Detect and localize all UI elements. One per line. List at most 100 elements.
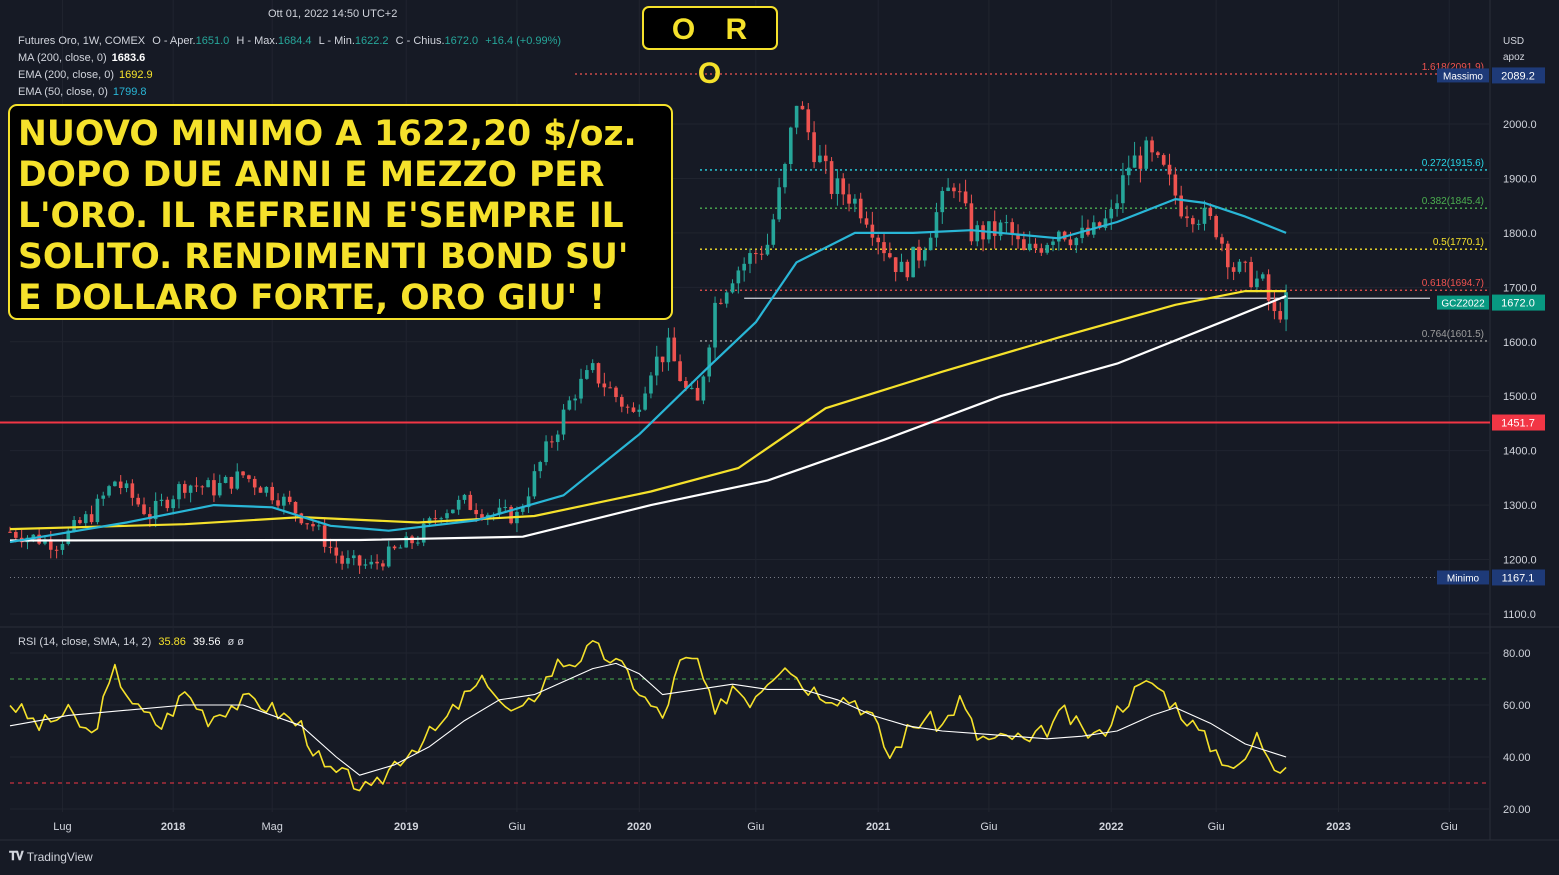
candle-body [928, 237, 933, 251]
high-value: 1684.4 [277, 35, 312, 47]
price-tick-label: 1100.0 [1503, 609, 1536, 621]
candle-body [293, 501, 298, 514]
candle-body [200, 486, 205, 488]
candle-body [264, 486, 269, 493]
annotation-line-2: DOPO DUE ANNI E MEZZO PER [18, 155, 605, 195]
candle-body [1278, 311, 1283, 320]
ema200-legend[interactable]: EMA (200, close, 0) 1692.9 [18, 69, 153, 81]
price-tick-label: 1200.0 [1503, 555, 1537, 567]
time-tick-label: Mag [262, 821, 283, 833]
candle-body [992, 221, 997, 236]
candle-body [1225, 243, 1230, 268]
candle-body [1150, 140, 1154, 153]
ema50-legend[interactable]: EMA (50, close, 0) 1799.8 [18, 86, 147, 98]
candle-body [870, 224, 875, 238]
candle-body [509, 506, 513, 524]
candle-body [1237, 261, 1242, 272]
candle-body [1103, 218, 1108, 228]
candle-body [1109, 208, 1114, 219]
low-value: 1622.2 [354, 35, 389, 47]
time-axis[interactable]: Lug 2018 Mag 2019 Giu 2020 Giu 2021 Giu 2022 Giu 20… [53, 821, 1458, 833]
candle-body [398, 547, 403, 549]
candle-body [998, 222, 1003, 236]
candle-body [1196, 223, 1201, 225]
ma200-legend[interactable]: MA (200, close, 0) 1683.6 [18, 52, 145, 64]
fib-level-label: 1.618(2091.9) [1422, 62, 1484, 73]
ma200-label: MA (200, close, 0) [18, 52, 107, 64]
time-tick-label: Giu [508, 821, 525, 833]
candle-body [596, 363, 601, 384]
candle-body [340, 555, 344, 564]
candle-body [72, 520, 76, 531]
candle-body [1115, 203, 1119, 209]
candle-body [480, 514, 484, 519]
price-tick-label: 1800.0 [1503, 228, 1537, 240]
candle-body [602, 383, 607, 388]
price-axis[interactable]: 2000.0 1900.0 1800.0 1700.0 1600.0 1500.0 1400… [1437, 67, 1545, 816]
candle-body [1185, 216, 1189, 219]
candle-body [124, 483, 129, 489]
rsi-tick-label: 40.00 [1503, 752, 1531, 764]
candle-body [911, 246, 915, 278]
ema50-line [9, 198, 1287, 544]
candle-body [1231, 267, 1236, 272]
candle-body [1191, 218, 1195, 225]
candle-body [177, 484, 181, 500]
candle-body [672, 337, 677, 362]
candle-body [783, 163, 787, 188]
fib-level-label: 0.272(1915.6) [1422, 158, 1484, 169]
candle-body [754, 253, 758, 255]
price-tick-label: 1700.0 [1503, 282, 1537, 294]
candle-body [375, 561, 379, 564]
candle-body [742, 263, 746, 271]
candle-body [771, 219, 776, 245]
rsi-value: 35.86 [158, 636, 186, 648]
candle-body [666, 337, 671, 363]
candle-body [95, 498, 100, 523]
candle-body [235, 471, 240, 489]
candle-body [194, 485, 199, 487]
candle-body [689, 387, 694, 389]
rsi-legend[interactable]: RSI (14, close, SMA, 14, 2) 35.86 39.56 … [18, 636, 244, 648]
candle-body [695, 387, 700, 401]
candle-body [392, 546, 397, 549]
annotation-line-3: L'ORO. IL REFREIN E'SEMPRE IL [18, 196, 624, 236]
candle-body [153, 500, 158, 520]
candle-body [14, 531, 18, 538]
candle-body [532, 471, 537, 497]
candle-body [1249, 262, 1253, 288]
candle-body [1243, 261, 1248, 263]
candle-body [386, 546, 391, 567]
fib-level-label: 0.5(1770.1) [1433, 237, 1484, 248]
candle-body [922, 250, 927, 261]
candle-body [1255, 278, 1259, 288]
candle-body [101, 495, 106, 499]
candle-body [649, 375, 653, 394]
symbol-legend[interactable]: Futures Oro, 1W, COMEX O - Aper.1651.0 H… [18, 35, 561, 47]
candle-body [526, 496, 531, 508]
currency: USD [1503, 36, 1525, 47]
candle-body [241, 471, 245, 476]
candle-body [1156, 152, 1160, 156]
candle-body [1202, 207, 1207, 224]
ema50-value: 1799.8 [112, 86, 147, 98]
time-tick-label: 2018 [161, 821, 185, 833]
candle-body [736, 270, 741, 284]
candle-body [462, 494, 467, 500]
symbol-name: Futures Oro, 1W, COMEX [18, 35, 146, 47]
candle-body [1138, 155, 1143, 169]
rsi-sma-value: 39.56 [192, 636, 221, 648]
rsi-tick-label: 20.00 [1503, 804, 1531, 816]
annotation-box[interactable]: NUOVO MINIMO A 1622,20 $/oz. DOPO DUE AN… [8, 104, 673, 320]
candle-body [888, 253, 892, 258]
candle-body [1057, 231, 1061, 242]
high-prefix: H - Max. [236, 35, 278, 47]
candle-body [643, 393, 647, 410]
price-tick-label: 1500.0 [1503, 391, 1537, 403]
candle-body [777, 187, 781, 220]
candle-body [858, 198, 863, 219]
tradingview-footer[interactable]: 𝐓𝐕 TradingView [9, 849, 93, 864]
candle-body [561, 409, 566, 435]
currency-label[interactable]: USD apoz [1503, 34, 1525, 66]
price-candles[interactable] [8, 101, 1288, 574]
